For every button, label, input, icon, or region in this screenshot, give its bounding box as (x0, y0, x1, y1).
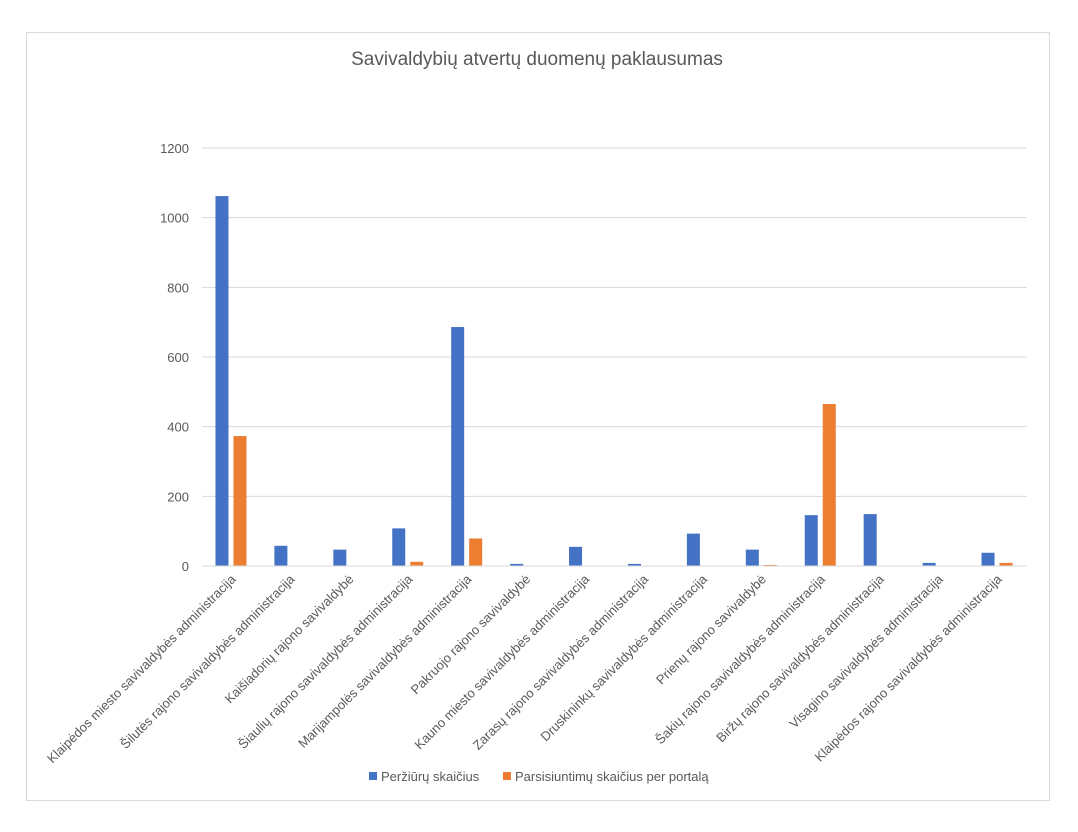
bar-views (745, 549, 759, 566)
x-tick-label: Pakruojo rajono savivaldybė (408, 572, 534, 698)
bar-views (686, 533, 700, 566)
bar-views (510, 563, 524, 566)
bar-views (627, 563, 641, 566)
bar-views (922, 562, 936, 566)
bar-views (392, 528, 406, 566)
bar-downloads (763, 564, 777, 566)
chart-frame (26, 32, 1050, 801)
bar-downloads (469, 538, 483, 566)
bar-views (981, 552, 995, 566)
bar-downloads (233, 436, 247, 566)
bar-views (863, 514, 877, 566)
legend-label: Peržiūrų skaičius (381, 769, 480, 784)
bar-views (804, 515, 818, 566)
bar-downloads (999, 562, 1013, 566)
bar-views (333, 549, 347, 566)
legend-label: Parsisiuntimų skaičius per portalą (515, 769, 709, 784)
x-tick-label: Prienų rajono savivaldybė (653, 572, 769, 688)
y-tick-label: 1200 (160, 141, 189, 156)
y-tick-label: 0 (182, 559, 189, 574)
bar-views (451, 327, 465, 566)
bar-downloads (410, 561, 424, 566)
bar-views (274, 545, 288, 566)
y-tick-label: 400 (167, 420, 189, 435)
y-tick-label: 200 (167, 489, 189, 504)
bar-downloads (822, 404, 836, 566)
chart-title: Savivaldybių atvertų duomenų paklausumas (351, 49, 723, 70)
y-tick-label: 600 (167, 350, 189, 365)
y-tick-label: 1000 (160, 211, 189, 226)
bar-views (215, 196, 229, 566)
y-tick-label: 800 (167, 280, 189, 295)
legend-swatch (369, 772, 377, 780)
bar-views (569, 546, 583, 566)
legend-swatch (503, 772, 511, 780)
